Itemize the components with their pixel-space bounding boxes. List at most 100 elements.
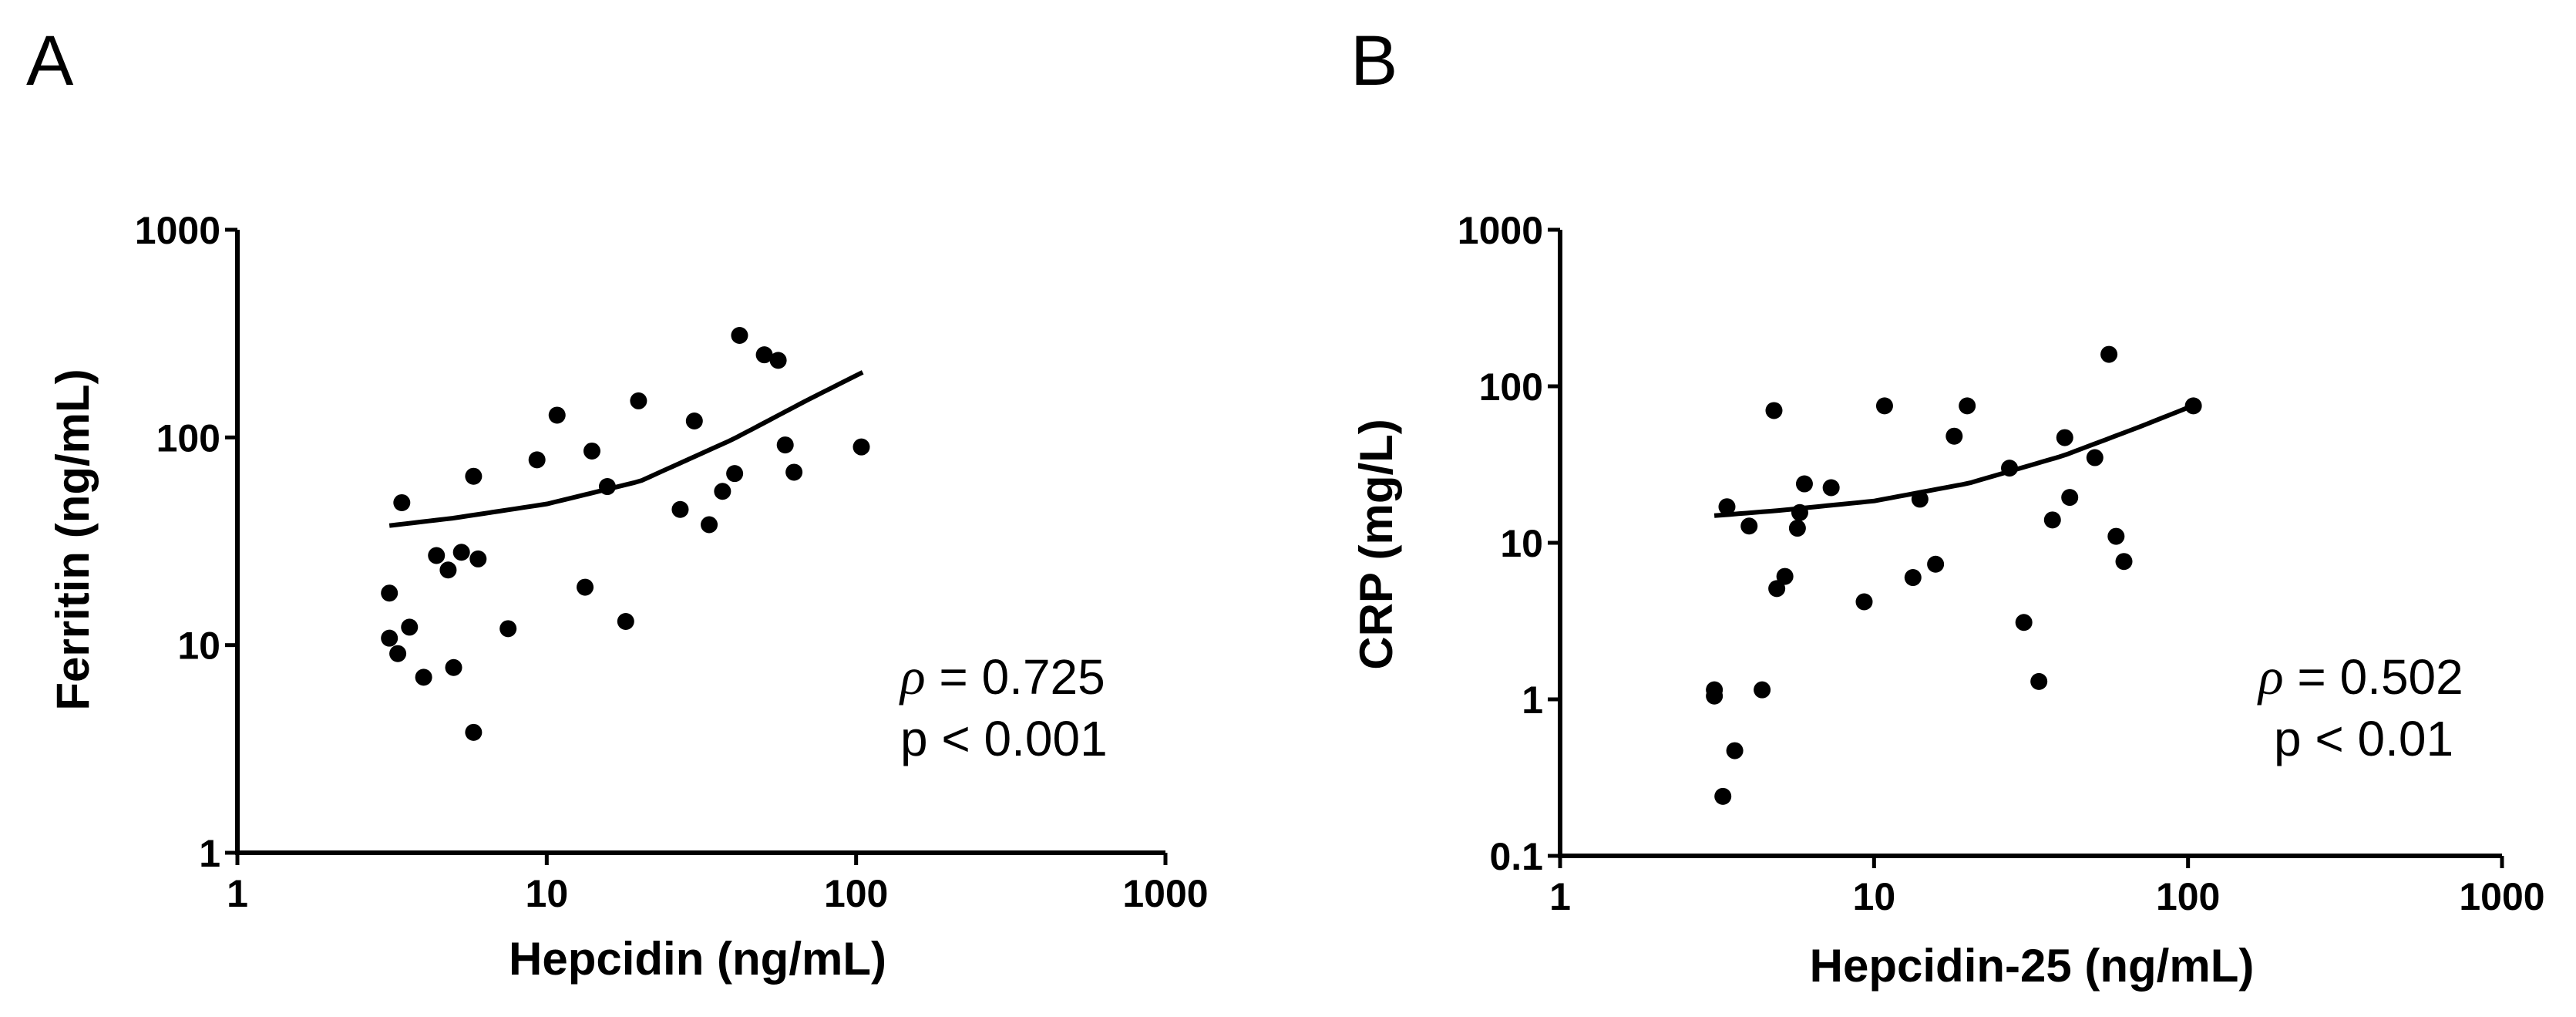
data-point <box>630 392 647 409</box>
y-tick-label: 1 <box>199 832 220 875</box>
rho-value-b: = 0.502 <box>2284 649 2463 705</box>
data-point <box>1718 498 1736 516</box>
data-points-a <box>381 326 870 741</box>
data-point <box>1726 742 1744 759</box>
data-point <box>776 436 794 454</box>
rho-symbol-b: ρ <box>2257 647 2284 706</box>
data-point <box>1768 580 1786 598</box>
data-point <box>381 584 399 602</box>
data-point <box>714 483 731 500</box>
data-point <box>1754 681 1771 699</box>
data-point <box>1791 503 1808 521</box>
data-point <box>1855 593 1873 611</box>
y-tick-label: 0.1 <box>1489 835 1543 878</box>
data-point <box>452 544 470 561</box>
data-point <box>1911 490 1929 508</box>
data-point <box>685 413 703 430</box>
y-axis-title-a: Ferritin (ng/mL) <box>47 369 99 710</box>
panel-label-a: A <box>26 22 74 100</box>
y-tick-label: 1000 <box>135 209 220 252</box>
data-point <box>428 547 446 564</box>
fit-curve-a <box>388 370 864 528</box>
data-point <box>726 465 744 483</box>
data-point <box>381 629 399 647</box>
data-point <box>701 516 718 534</box>
data-point <box>1927 555 1945 573</box>
data-point <box>465 723 483 741</box>
data-point <box>853 438 870 456</box>
data-point <box>1706 687 1723 705</box>
x-axis-title-a: Hepcidin (ng/mL) <box>509 933 886 985</box>
data-point <box>439 561 457 579</box>
plot-a: 1 10 100 1000 1 10 100 1000 <box>135 209 1209 915</box>
p-value-b: p < 0.01 <box>2274 711 2453 766</box>
data-point <box>731 326 748 344</box>
data-point <box>2030 672 2048 690</box>
data-point <box>2115 553 2133 571</box>
data-point <box>2015 614 2033 631</box>
x-tick-label: 1 <box>1549 875 1571 918</box>
y-tick-label: 10 <box>1500 522 1543 565</box>
data-point <box>1765 402 1783 419</box>
data-point <box>2056 429 2073 446</box>
data-point <box>2043 511 2061 529</box>
plot-a-axes <box>235 230 1165 855</box>
data-point <box>1875 397 1893 415</box>
y-tick-label: 1000 <box>1458 209 1543 252</box>
data-point <box>755 346 773 364</box>
data-point <box>1822 479 1840 497</box>
data-point <box>401 618 419 636</box>
x-tick-label: 10 <box>526 872 569 915</box>
p-value-a: p < 0.001 <box>900 711 1108 766</box>
rho-annotation-b: ρ = 0.502 <box>2257 647 2463 706</box>
y-tick-label: 10 <box>177 625 220 668</box>
data-point <box>415 668 432 686</box>
data-point <box>1740 517 1758 535</box>
data-point <box>671 500 689 518</box>
data-point <box>445 658 462 676</box>
data-point <box>1788 520 1806 537</box>
data-point <box>1714 787 1732 805</box>
x-tick-label: 1000 <box>1122 872 1208 915</box>
data-point <box>2100 345 2118 363</box>
x-tick-label: 10 <box>1853 875 1896 918</box>
x-tick-label: 1000 <box>2459 875 2544 918</box>
x-axis-title-b: Hepcidin-25 (ng/mL) <box>1810 940 2255 992</box>
fit-curve-b <box>1713 402 2196 518</box>
x-tick-label: 100 <box>2156 875 2220 918</box>
data-point <box>469 550 487 567</box>
data-point <box>617 612 634 630</box>
rho-value-a: = 0.725 <box>926 649 1105 705</box>
data-point <box>598 478 616 496</box>
y-tick-label: 100 <box>156 416 220 460</box>
data-point <box>1945 427 1963 445</box>
data-points-b <box>1706 345 2202 805</box>
plot-a-ticks: 1 10 100 1000 1 10 100 1000 <box>135 209 1209 915</box>
x-tick-label: 100 <box>824 872 888 915</box>
data-point <box>548 406 566 424</box>
data-point <box>389 645 407 662</box>
y-tick-label: 1 <box>1522 679 1543 722</box>
data-point <box>393 493 411 511</box>
data-point <box>2107 527 2125 545</box>
data-point <box>528 451 546 469</box>
data-point <box>577 578 594 596</box>
data-point <box>1904 569 1922 587</box>
data-point <box>1959 397 1976 415</box>
panel-label-b: B <box>1350 22 1397 100</box>
data-point <box>499 620 517 638</box>
data-point <box>769 352 787 369</box>
data-point <box>2001 460 2019 477</box>
y-axis-title-b: CRP (mg/L) <box>1350 419 1402 670</box>
rho-annotation-a: ρ = 0.725 <box>899 647 1105 706</box>
rho-symbol-a: ρ <box>899 647 926 706</box>
data-point <box>2184 397 2202 415</box>
data-point <box>1795 475 1813 493</box>
data-point <box>583 442 600 460</box>
data-point <box>465 467 483 485</box>
